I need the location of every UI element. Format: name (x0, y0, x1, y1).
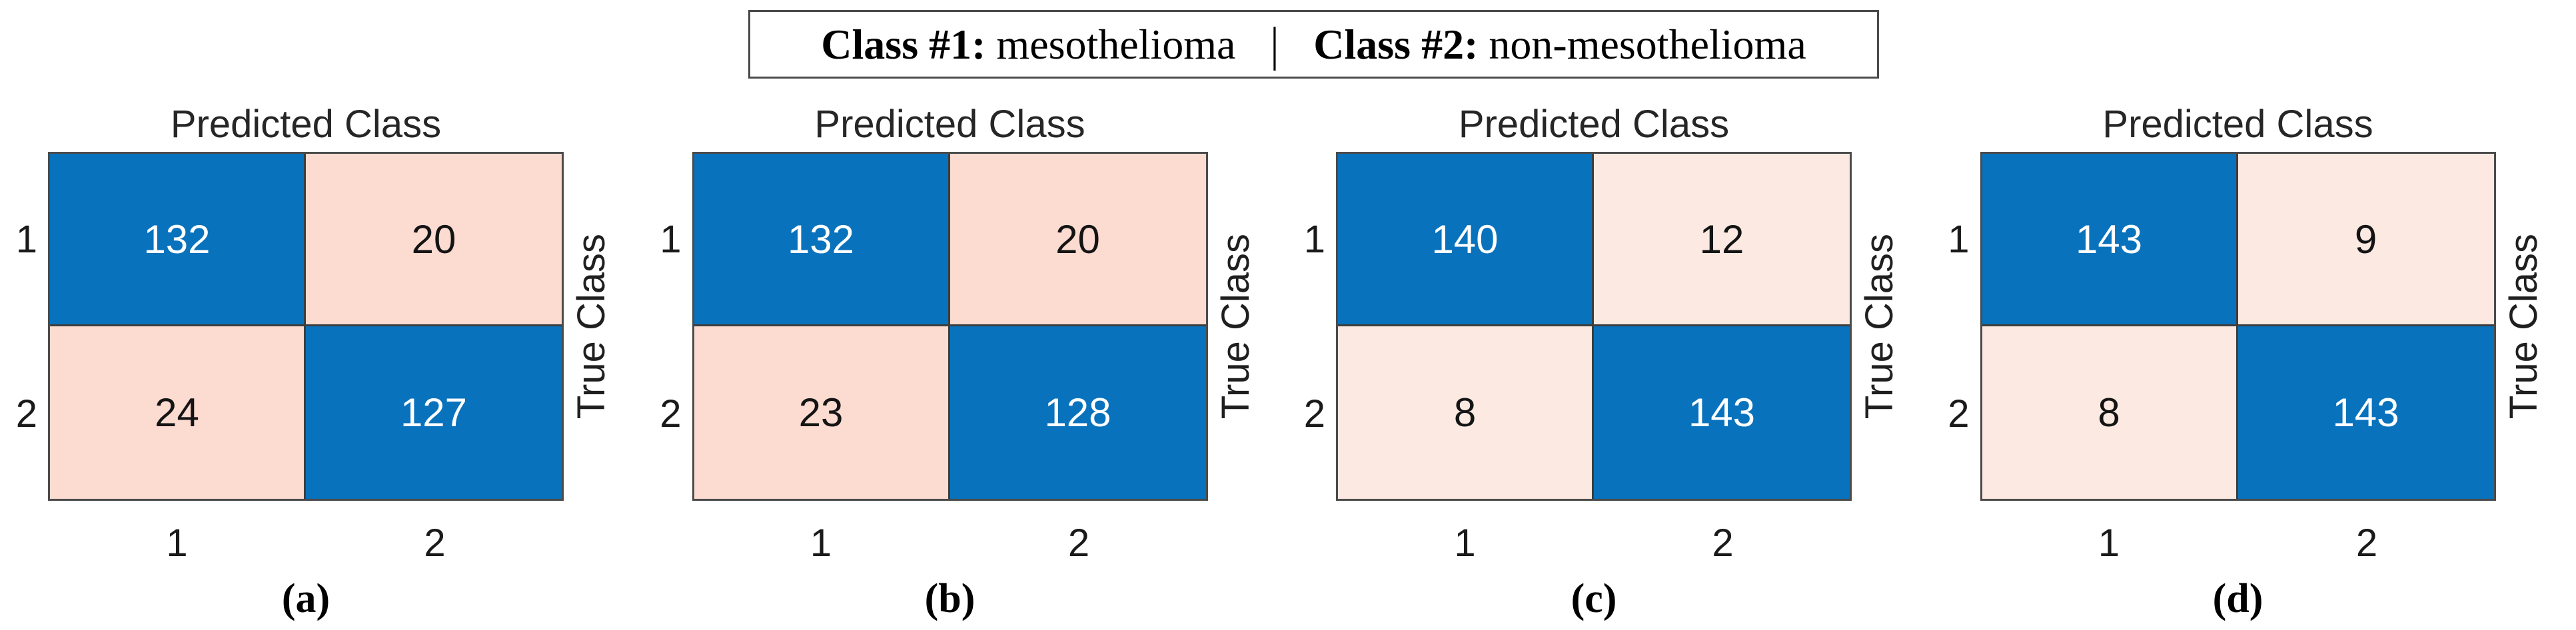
col-tick-label: 1 (810, 521, 832, 565)
panel-c-ylabel-wrap: True Class (1852, 152, 1932, 501)
confusion-matrix-panel-c: Predicted Class 1 2 140 12 8 143 True Cl… (1288, 0, 1932, 630)
confusion-matrix-panel-a: Predicted Class 1 2 132 20 24 127 True C… (0, 0, 644, 630)
panel-b-ylabel: True Class (1213, 233, 1257, 420)
legend-separator: | (1270, 17, 1279, 71)
panel-b-col-labels: 1 2 (692, 501, 1208, 565)
col-tick-label: 1 (2098, 521, 2120, 565)
panel-c-title: Predicted Class (1458, 103, 1730, 146)
row-tick-label: 2 (1948, 392, 1970, 436)
matrix-cell-r2c1: 23 (694, 326, 950, 499)
panel-c-caption: (c) (1571, 576, 1617, 621)
panel-d-ylabel-wrap: True Class (2496, 152, 2576, 501)
matrix-cell-r2c2: 143 (1594, 326, 1850, 499)
panel-c-matrix: 140 12 8 143 (1336, 152, 1852, 501)
confusion-matrix-panel-d: Predicted Class 1 2 143 9 8 143 True Cla… (1932, 0, 2576, 630)
row-tick-label: 1 (15, 217, 37, 261)
matrix-cell-r1c1: 132 (694, 154, 950, 326)
panel-d-ylabel: True Class (2501, 233, 2545, 420)
matrix-cell-r2c1: 8 (1338, 326, 1594, 499)
panel-d-row-labels: 1 2 (1932, 152, 1980, 501)
class-legend-box: Class #1: mesothelioma | Class #2: non-m… (748, 10, 1879, 79)
matrix-cell-r1c1: 132 (50, 154, 306, 326)
panel-d-col-labels: 1 2 (1980, 501, 2496, 565)
panel-d-caption: (d) (2212, 576, 2263, 621)
panel-a-matrix: 132 20 24 127 (48, 152, 564, 501)
matrix-cell-r1c2: 20 (950, 154, 1206, 326)
panel-b-ylabel-wrap: True Class (1208, 152, 1289, 501)
panel-a-row-labels: 1 2 (0, 152, 48, 501)
row-tick-label: 1 (1303, 217, 1325, 261)
matrix-cell-r2c1: 24 (50, 326, 306, 499)
legend-class1-value: mesothelioma (996, 20, 1236, 68)
row-tick-label: 2 (660, 392, 682, 436)
legend-class1-label: Class #1: (821, 20, 986, 68)
legend-class2-label: Class #2: (1313, 20, 1479, 68)
col-tick-label: 2 (1067, 521, 1090, 565)
panel-d-title: Predicted Class (2102, 103, 2373, 146)
matrix-cell-r1c2: 9 (2238, 154, 2494, 326)
panel-a-title: Predicted Class (170, 103, 442, 146)
col-tick-label: 1 (1454, 521, 1476, 565)
matrix-cell-r1c2: 12 (1594, 154, 1850, 326)
panel-c-ylabel: True Class (1858, 233, 1901, 420)
panel-b-title: Predicted Class (814, 103, 1085, 146)
panel-b-matrix: 132 20 23 128 (692, 152, 1208, 501)
matrix-cell-r1c1: 143 (1982, 154, 2238, 326)
matrix-cell-r2c2: 127 (306, 326, 562, 499)
matrix-cell-r1c2: 20 (306, 154, 562, 326)
confusion-matrix-panel-b: Predicted Class 1 2 132 20 23 128 True C… (644, 0, 1289, 630)
col-tick-label: 2 (2355, 521, 2378, 565)
panel-b-row-labels: 1 2 (644, 152, 692, 501)
panel-d-matrix: 143 9 8 143 (1980, 152, 2496, 501)
row-tick-label: 2 (15, 392, 37, 436)
panel-b-caption: (b) (924, 576, 975, 621)
matrix-cell-r2c2: 143 (2238, 326, 2494, 499)
panel-a-ylabel: True Class (570, 233, 613, 420)
col-tick-label: 2 (424, 521, 446, 565)
col-tick-label: 1 (166, 521, 188, 565)
row-tick-label: 1 (1948, 217, 1970, 261)
panel-a-col-labels: 1 2 (48, 501, 564, 565)
panel-a-ylabel-wrap: True Class (564, 152, 644, 501)
col-tick-label: 2 (1712, 521, 1734, 565)
legend-class2-value: non-mesothelioma (1489, 20, 1806, 68)
panel-a-caption: (a) (281, 576, 330, 621)
panel-c-col-labels: 1 2 (1336, 501, 1852, 565)
matrix-cell-r2c2: 128 (950, 326, 1206, 499)
panel-c-row-labels: 1 2 (1288, 152, 1336, 501)
row-tick-label: 1 (660, 217, 682, 261)
matrix-cell-r2c1: 8 (1982, 326, 2238, 499)
matrix-cell-r1c1: 140 (1338, 154, 1594, 326)
row-tick-label: 2 (1303, 392, 1325, 436)
